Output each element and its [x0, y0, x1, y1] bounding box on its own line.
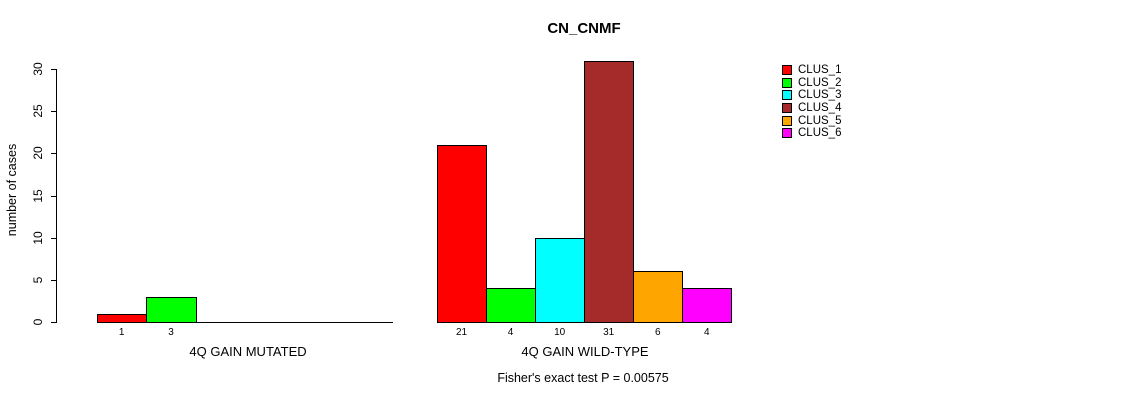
y-axis-tick-label: 0	[31, 318, 45, 326]
legend-item: CLUS_2	[782, 77, 841, 90]
y-axis-tick	[51, 153, 56, 155]
legend-item: CLUS_5	[782, 114, 841, 127]
bar-clus_4	[584, 60, 635, 323]
legend-label: CLUS_3	[798, 89, 842, 102]
bar-value-label: 31	[603, 327, 615, 338]
group-label-mutated: 4Q GAIN MUTATED	[189, 344, 307, 359]
y-axis-title: number of cases	[5, 143, 19, 237]
fisher-test-annotation: Fisher's exact test P = 0.00575	[497, 371, 669, 385]
y-axis-line	[56, 69, 57, 323]
bar-clus_5	[633, 271, 684, 323]
bar-clus_1	[97, 313, 148, 323]
legend-swatch	[782, 115, 792, 126]
bar-clus_2	[146, 296, 197, 323]
bar-clus_2	[486, 288, 537, 323]
bar-value-label: 21	[455, 327, 468, 338]
bar-value-label: 4	[703, 327, 710, 338]
bar-clus_6	[682, 288, 733, 323]
legend-swatch	[782, 103, 792, 114]
x-axis-baseline	[97, 322, 393, 323]
y-axis-tick	[51, 322, 56, 323]
group-label-wildtype: 4Q GAIN WILD-TYPE	[521, 344, 649, 359]
legend-label: CLUS_2	[798, 76, 842, 89]
legend-label: CLUS_1	[798, 64, 842, 77]
legend-item: CLUS_4	[782, 102, 841, 115]
legend-swatch	[782, 128, 792, 139]
legend-item: CLUS_3	[782, 89, 841, 102]
legend-label: CLUS_5	[798, 114, 842, 127]
y-axis-tick-label: 5	[31, 276, 45, 284]
bar-value-label: 3	[168, 327, 174, 338]
y-axis-tick-label: 20	[31, 146, 45, 161]
chart-title: CN_CNMF	[547, 20, 621, 37]
y-axis-tick	[51, 69, 56, 70]
y-axis-tick-label: 10	[31, 230, 45, 245]
bar-clus_1	[437, 144, 488, 323]
bar-value-label: 10	[554, 327, 566, 338]
legend-label: CLUS_4	[798, 102, 842, 115]
bar-value-label: 6	[654, 327, 661, 338]
bar-value-label: 4	[507, 327, 514, 338]
y-axis-tick-label: 25	[31, 104, 45, 118]
legend-item: CLUS_1	[782, 64, 841, 77]
y-axis-tick-label: 30	[31, 62, 45, 76]
legend-swatch	[782, 90, 792, 101]
bar-value-label: 1	[118, 327, 125, 338]
y-axis-tick	[51, 237, 56, 239]
y-axis-tick-label: 15	[31, 188, 45, 203]
y-axis-tick	[51, 111, 56, 113]
legend-label: CLUS_6	[798, 127, 842, 140]
y-axis-tick	[51, 279, 56, 281]
legend: CLUS_1 CLUS_2 CLUS_3 CLUS_4 CLUS_5 CLUS_6	[782, 64, 841, 140]
y-axis-tick	[51, 195, 56, 197]
bar-clus_3	[535, 237, 586, 323]
legend-swatch	[782, 65, 792, 76]
legend-item: CLUS_6	[782, 127, 841, 140]
legend-swatch	[782, 77, 792, 88]
